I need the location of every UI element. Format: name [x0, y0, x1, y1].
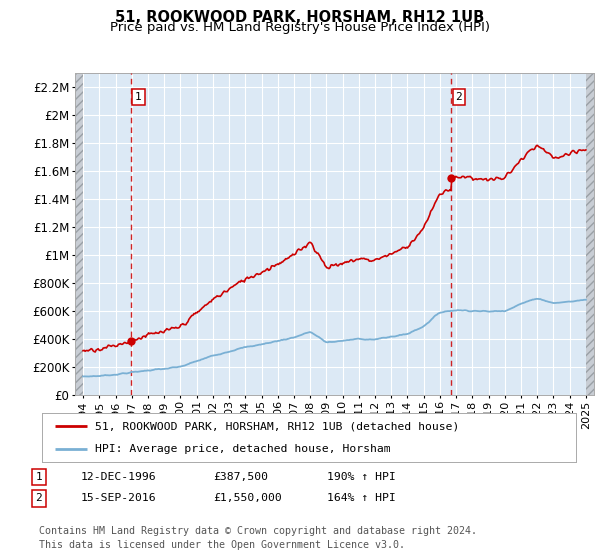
- Text: £387,500: £387,500: [213, 472, 268, 482]
- Text: 1: 1: [135, 92, 142, 102]
- Text: £1,550,000: £1,550,000: [213, 493, 282, 503]
- Text: 51, ROOKWOOD PARK, HORSHAM, RH12 1UB (detached house): 51, ROOKWOOD PARK, HORSHAM, RH12 1UB (de…: [95, 421, 460, 431]
- Text: 2: 2: [455, 92, 462, 102]
- Text: 51, ROOKWOOD PARK, HORSHAM, RH12 1UB: 51, ROOKWOOD PARK, HORSHAM, RH12 1UB: [115, 10, 485, 25]
- Text: Price paid vs. HM Land Registry's House Price Index (HPI): Price paid vs. HM Land Registry's House …: [110, 21, 490, 34]
- Text: 164% ↑ HPI: 164% ↑ HPI: [327, 493, 396, 503]
- Text: 1: 1: [35, 472, 43, 482]
- Bar: [586, 73, 594, 395]
- Text: HPI: Average price, detached house, Horsham: HPI: Average price, detached house, Hors…: [95, 444, 391, 454]
- Text: 2: 2: [35, 493, 43, 503]
- Text: 15-SEP-2016: 15-SEP-2016: [81, 493, 157, 503]
- Text: 12-DEC-1996: 12-DEC-1996: [81, 472, 157, 482]
- Bar: [75, 73, 83, 395]
- Text: 190% ↑ HPI: 190% ↑ HPI: [327, 472, 396, 482]
- Text: Contains HM Land Registry data © Crown copyright and database right 2024.
This d: Contains HM Land Registry data © Crown c…: [39, 526, 477, 550]
